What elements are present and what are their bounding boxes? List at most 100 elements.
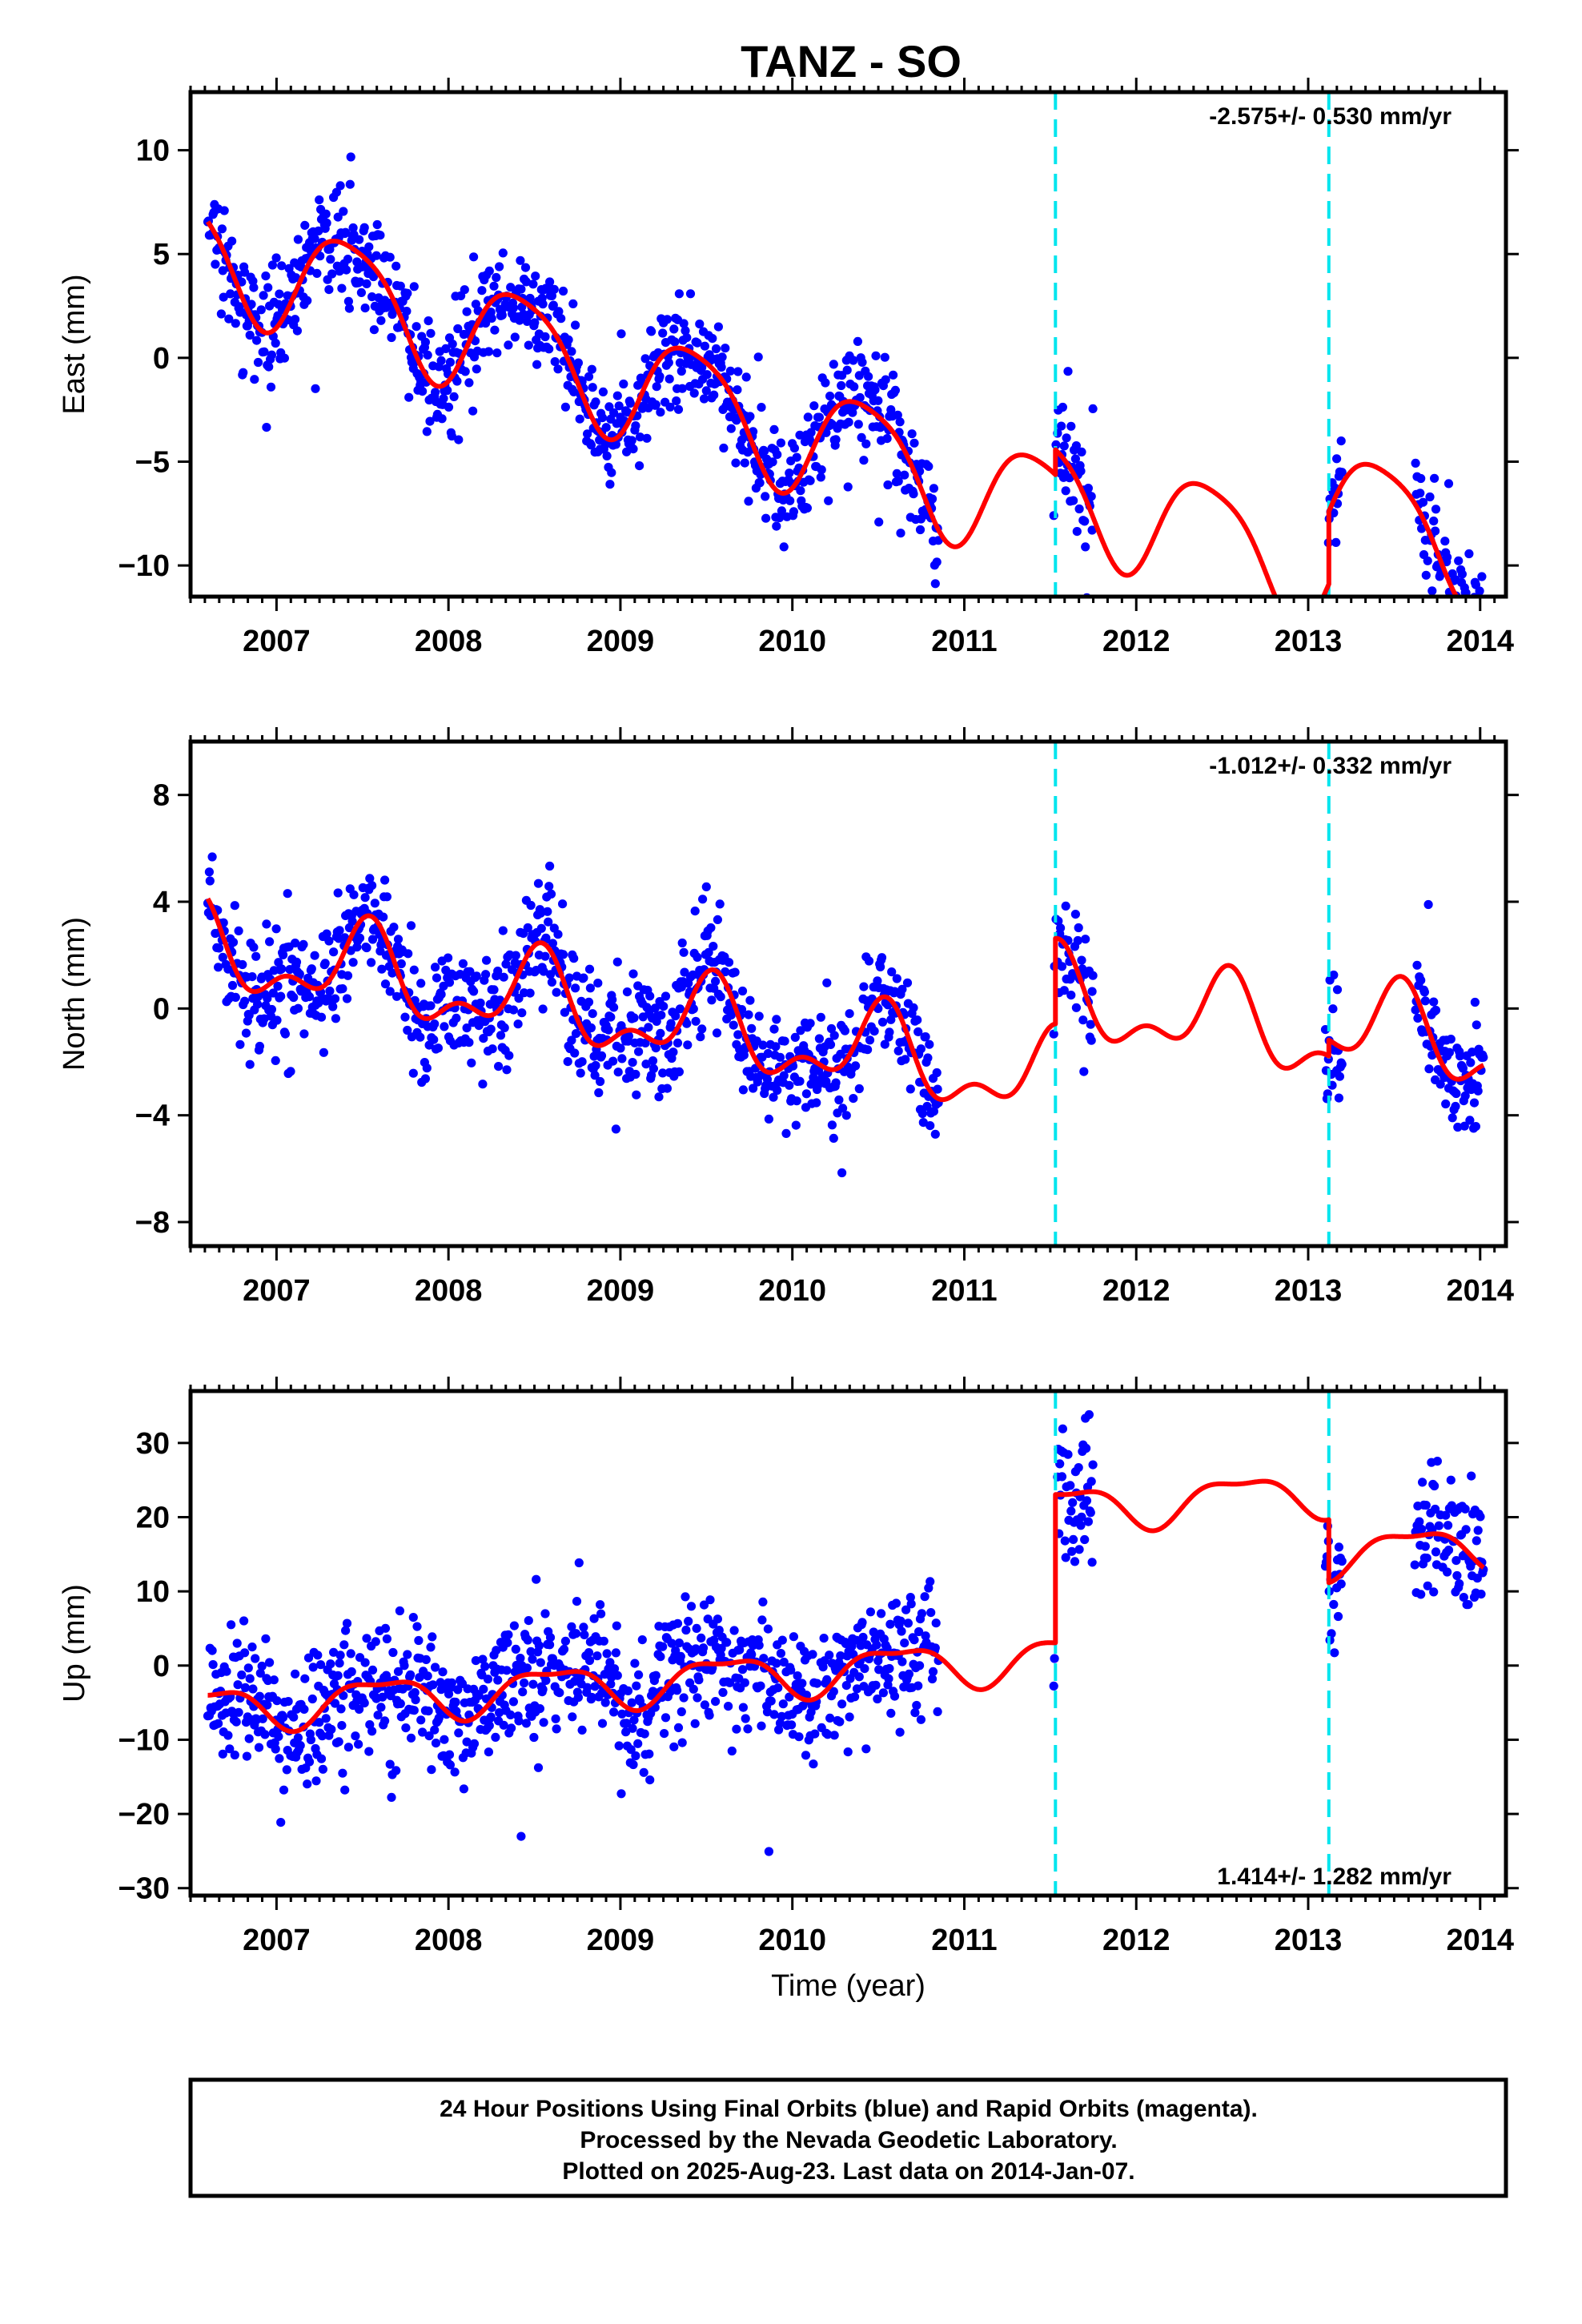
data-point (608, 1056, 618, 1066)
data-point (584, 372, 594, 381)
data-point (315, 1718, 324, 1727)
data-point (406, 921, 416, 931)
data-point (882, 434, 892, 444)
data-point (495, 262, 504, 271)
data-point (425, 416, 435, 426)
data-point (1423, 899, 1433, 910)
data-point (673, 1723, 684, 1732)
data-point (271, 1744, 280, 1754)
data-point (375, 231, 385, 240)
data-point (530, 318, 540, 328)
data-point (602, 1649, 612, 1659)
data-point (854, 1084, 864, 1094)
y-tick-label: −20 (118, 1798, 170, 1831)
x-tick-label: 2010 (758, 1924, 826, 1957)
data-point (547, 977, 557, 987)
x-tick-label: 2008 (415, 1924, 483, 1957)
data-point (743, 1724, 753, 1734)
data-point (420, 1074, 431, 1084)
data-point (822, 1675, 832, 1684)
data-point (331, 187, 341, 197)
north-panel: 2007 2008 2009 2010 2011 2012 2013 2014 −8 −4 0 4 8 N… (58, 727, 1519, 1308)
data-point (745, 995, 755, 1005)
data-point (486, 1712, 496, 1722)
data-point (540, 1609, 550, 1618)
data-point (541, 1675, 551, 1685)
data-point (1327, 1629, 1336, 1638)
data-point (452, 1013, 461, 1023)
data-point (1479, 1052, 1488, 1062)
data-point (872, 1640, 881, 1650)
data-point (306, 1735, 315, 1745)
data-point (1477, 572, 1487, 581)
data-point (275, 1754, 284, 1763)
data-point (725, 1678, 735, 1687)
data-point (791, 1120, 801, 1130)
data-point (597, 413, 608, 423)
data-point (219, 206, 229, 215)
data-point (299, 939, 308, 949)
data-point (427, 1765, 436, 1775)
data-point (1471, 1122, 1480, 1132)
data-point (667, 1638, 677, 1648)
data-point (1057, 1472, 1067, 1482)
data-point (626, 1745, 636, 1755)
data-point (1334, 1542, 1343, 1552)
data-point (628, 444, 638, 454)
data-point (533, 1763, 544, 1772)
data-point (1411, 458, 1420, 468)
data-point (891, 1598, 901, 1608)
data-point (434, 1713, 444, 1723)
data-point (499, 1720, 508, 1730)
data-point (380, 979, 391, 989)
data-point (683, 1040, 693, 1050)
data-point (660, 1729, 669, 1739)
data-point (863, 1045, 873, 1055)
data-point (776, 438, 786, 448)
footer-line-1: 24 Hour Positions Using Final Orbits (bl… (440, 2096, 1258, 2122)
data-point (611, 440, 621, 449)
data-point (389, 923, 399, 932)
data-point (1472, 1020, 1481, 1030)
data-point (543, 907, 552, 916)
data-point (841, 1111, 851, 1120)
data-point (335, 267, 344, 276)
data-point (901, 1055, 910, 1064)
data-point (779, 542, 789, 552)
data-point (355, 277, 365, 287)
data-point (907, 429, 917, 439)
data-point (927, 494, 938, 504)
data-point (729, 1626, 739, 1635)
data-point (277, 964, 287, 974)
data-point (1443, 1567, 1452, 1577)
data-point (745, 412, 755, 421)
data-point (253, 999, 263, 1009)
data-point (533, 879, 544, 888)
data-point (1416, 1590, 1426, 1599)
data-point (1454, 556, 1464, 565)
data-point (367, 935, 378, 944)
data-point (1337, 1059, 1347, 1069)
data-point (506, 1710, 516, 1719)
data-point (541, 933, 551, 943)
x-tick-label: 2010 (758, 1274, 826, 1308)
data-point (1080, 1534, 1090, 1545)
data-point (760, 446, 769, 456)
data-point (1086, 1035, 1096, 1045)
data-point (608, 995, 617, 1004)
data-point (890, 385, 900, 395)
data-point (577, 1057, 587, 1067)
data-point (1418, 1478, 1427, 1487)
data-point (503, 1638, 512, 1647)
x-tick-label: 2008 (415, 1274, 483, 1308)
data-point (204, 867, 214, 877)
data-point (1435, 1080, 1445, 1089)
data-point (843, 482, 853, 492)
data-point (700, 341, 710, 351)
data-point (249, 943, 259, 952)
data-point (880, 352, 889, 362)
data-point (619, 379, 628, 389)
data-point (429, 1035, 439, 1044)
data-point (279, 1713, 288, 1723)
data-point (396, 959, 406, 969)
